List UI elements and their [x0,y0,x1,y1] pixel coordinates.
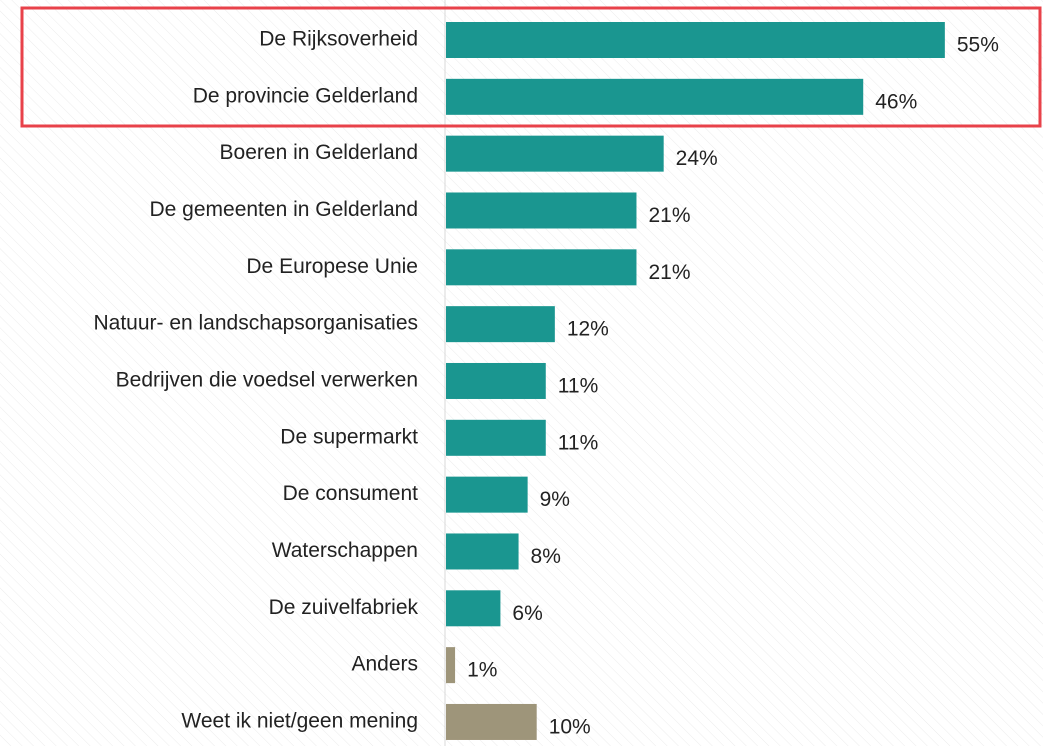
category-label: Bedrijven die voedsel verwerken [116,369,418,392]
value-label: 12% [567,318,609,341]
category-label: Natuur- en landschapsorganisaties [93,312,418,335]
value-label: 21% [648,204,690,227]
bar [446,590,501,627]
bar [446,533,519,570]
category-label: De zuivelfabriek [269,596,419,619]
category-label: De gemeenten in Gelderland [149,198,418,221]
category-label: De Rijksoverheid [259,28,418,51]
value-label: 1% [467,659,497,682]
category-label: Anders [351,653,418,676]
bar [446,362,546,399]
bar [446,249,637,286]
category-label: De provincie Gelderland [193,84,418,107]
category-label: Boeren in Gelderland [220,141,418,164]
value-label: 24% [676,147,718,170]
value-label: 46% [875,90,917,113]
value-label: 55% [957,34,999,57]
value-label: 21% [648,261,690,284]
bar [446,476,528,513]
bar [446,192,637,229]
category-label: De consument [283,482,419,505]
highlight-box [20,6,1042,128]
category-label: Waterschappen [272,539,418,562]
bar [446,647,456,684]
bar [446,419,546,456]
value-label: 6% [512,602,542,625]
category-label: De supermarkt [280,425,418,448]
bar [446,135,664,172]
value-label: 11% [558,431,598,454]
bar [446,306,555,343]
bar [446,78,864,115]
value-label: 11% [558,375,598,398]
category-label: Weet ik niet/geen mening [181,710,418,733]
value-label: 8% [531,545,561,568]
value-label: 9% [540,488,570,511]
bar [446,703,537,740]
category-label: De Europese Unie [246,255,418,278]
value-label: 10% [549,716,591,739]
bar [446,22,945,58]
